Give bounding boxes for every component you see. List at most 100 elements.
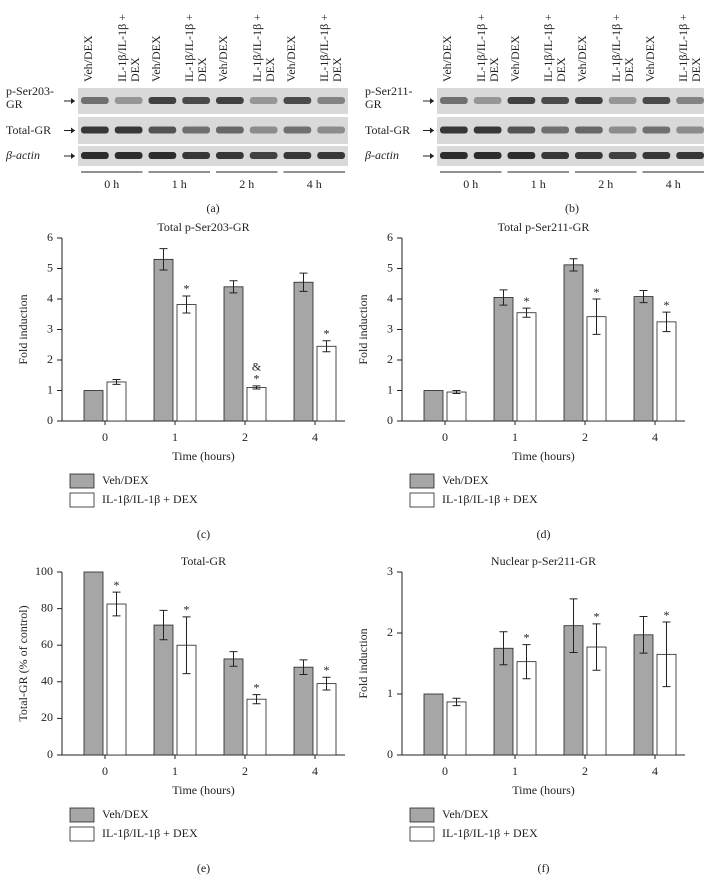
legend-swatch <box>409 826 435 842</box>
error-bar <box>499 631 508 666</box>
error-bar <box>639 616 648 654</box>
y-tick-label: 4 <box>47 291 53 305</box>
arrow-head <box>71 153 75 159</box>
y-tick-label: 1 <box>387 686 393 700</box>
x-tick-label: 4 <box>312 764 318 778</box>
blot-band <box>642 152 671 159</box>
y-tick-label: 40 <box>41 674 53 688</box>
bar <box>293 281 314 422</box>
x-axis-label: Time (hours) <box>172 783 235 797</box>
row-label: p-Ser203-GR <box>6 84 54 111</box>
annotation: * <box>594 610 600 624</box>
y-tick-label: 2 <box>387 625 393 639</box>
x-tick-label: 0 <box>102 764 108 778</box>
bar <box>176 304 197 422</box>
y-tick-label: 2 <box>47 352 53 366</box>
error-bar <box>639 289 648 304</box>
blot-band <box>283 152 312 159</box>
blot-band <box>473 152 502 159</box>
y-tick-label: 5 <box>47 260 53 274</box>
error-bar <box>569 258 578 272</box>
panel-label: (b) <box>565 201 579 215</box>
legend-swatch <box>69 473 95 489</box>
y-axis-label: Fold induction <box>356 294 370 364</box>
blot-band <box>440 97 468 104</box>
y-tick-label: 2 <box>387 352 393 366</box>
legend-label: IL-1β/IL-1β + DEX <box>102 826 198 840</box>
blot-band <box>148 126 177 134</box>
chart-title: Total-GR <box>181 554 226 568</box>
bar <box>423 390 444 422</box>
y-axis-label: Fold induction <box>356 628 370 698</box>
annotation: * <box>184 603 190 617</box>
error-bar <box>662 311 671 333</box>
x-tick-label: 4 <box>652 764 658 778</box>
y-tick-label: 5 <box>387 260 393 274</box>
group-label: 1 h <box>530 177 546 191</box>
blot-band <box>81 152 109 159</box>
panel-label: (c) <box>197 527 210 541</box>
blot-band <box>473 126 502 134</box>
blot-band <box>440 152 468 159</box>
legend-swatch <box>69 492 95 508</box>
blot-band <box>541 152 569 159</box>
y-tick-label: 0 <box>387 747 393 761</box>
row-label: Total-GR <box>6 122 52 137</box>
annotation: * <box>254 680 260 694</box>
error-bar <box>112 591 121 617</box>
lane-label: IL-1β/IL-1β + DEX <box>182 14 210 82</box>
error-bar <box>229 651 238 667</box>
error-bar <box>182 295 191 314</box>
bar <box>446 391 467 422</box>
blot-band <box>114 126 143 134</box>
y-tick-label: 100 <box>35 564 53 578</box>
error-bar <box>322 340 331 353</box>
lane-label: Veh/DEX <box>283 35 298 82</box>
blot-band <box>642 126 671 134</box>
y-tick-label: 4 <box>387 291 393 305</box>
legend-label: Veh/DEX <box>102 473 149 487</box>
error-bar <box>522 644 531 680</box>
row-label: β-actin <box>6 148 40 162</box>
y-tick-label: 0 <box>47 413 53 427</box>
x-tick-label: 1 <box>172 764 178 778</box>
chart-title: Total p-Ser211-GR <box>498 220 590 234</box>
blot-band <box>440 126 468 134</box>
legend-swatch <box>69 807 95 823</box>
x-tick-label: 1 <box>512 764 518 778</box>
error-bar <box>182 616 191 675</box>
legend-swatch <box>409 473 435 489</box>
x-tick-label: 2 <box>242 430 248 444</box>
blot-band <box>642 97 671 104</box>
legend-label: Veh/DEX <box>102 807 149 821</box>
lane-label: IL-1β/IL-1β + DEX <box>317 14 345 82</box>
error-bar <box>522 307 531 318</box>
bar <box>83 571 104 756</box>
blot-band <box>541 97 569 104</box>
arrow-head <box>430 98 434 104</box>
error-bar <box>159 609 168 641</box>
blot-band <box>216 126 244 134</box>
blot-band <box>216 152 244 159</box>
legend-label: IL-1β/IL-1β + DEX <box>442 492 538 506</box>
blot-band <box>81 126 109 134</box>
chart-title: Nuclear p-Ser211-GR <box>491 554 596 568</box>
group-label: 2 h <box>598 177 614 191</box>
blot-band <box>507 97 536 104</box>
error-bar <box>592 298 601 335</box>
error-bar <box>299 659 308 675</box>
blot-band <box>541 126 569 134</box>
blot-band <box>507 152 536 159</box>
error-bar <box>499 289 508 306</box>
lane-label: IL-1β/IL-1β + DEX <box>608 14 636 82</box>
bar <box>223 658 244 756</box>
bar <box>493 297 514 422</box>
lane-label: Veh/DEX <box>148 35 163 82</box>
bar <box>516 312 537 422</box>
error-bar <box>159 248 168 271</box>
y-tick-label: 1 <box>47 382 53 396</box>
lane-label: Veh/DEX <box>575 35 589 82</box>
legend-label: IL-1β/IL-1β + DEX <box>442 826 538 840</box>
